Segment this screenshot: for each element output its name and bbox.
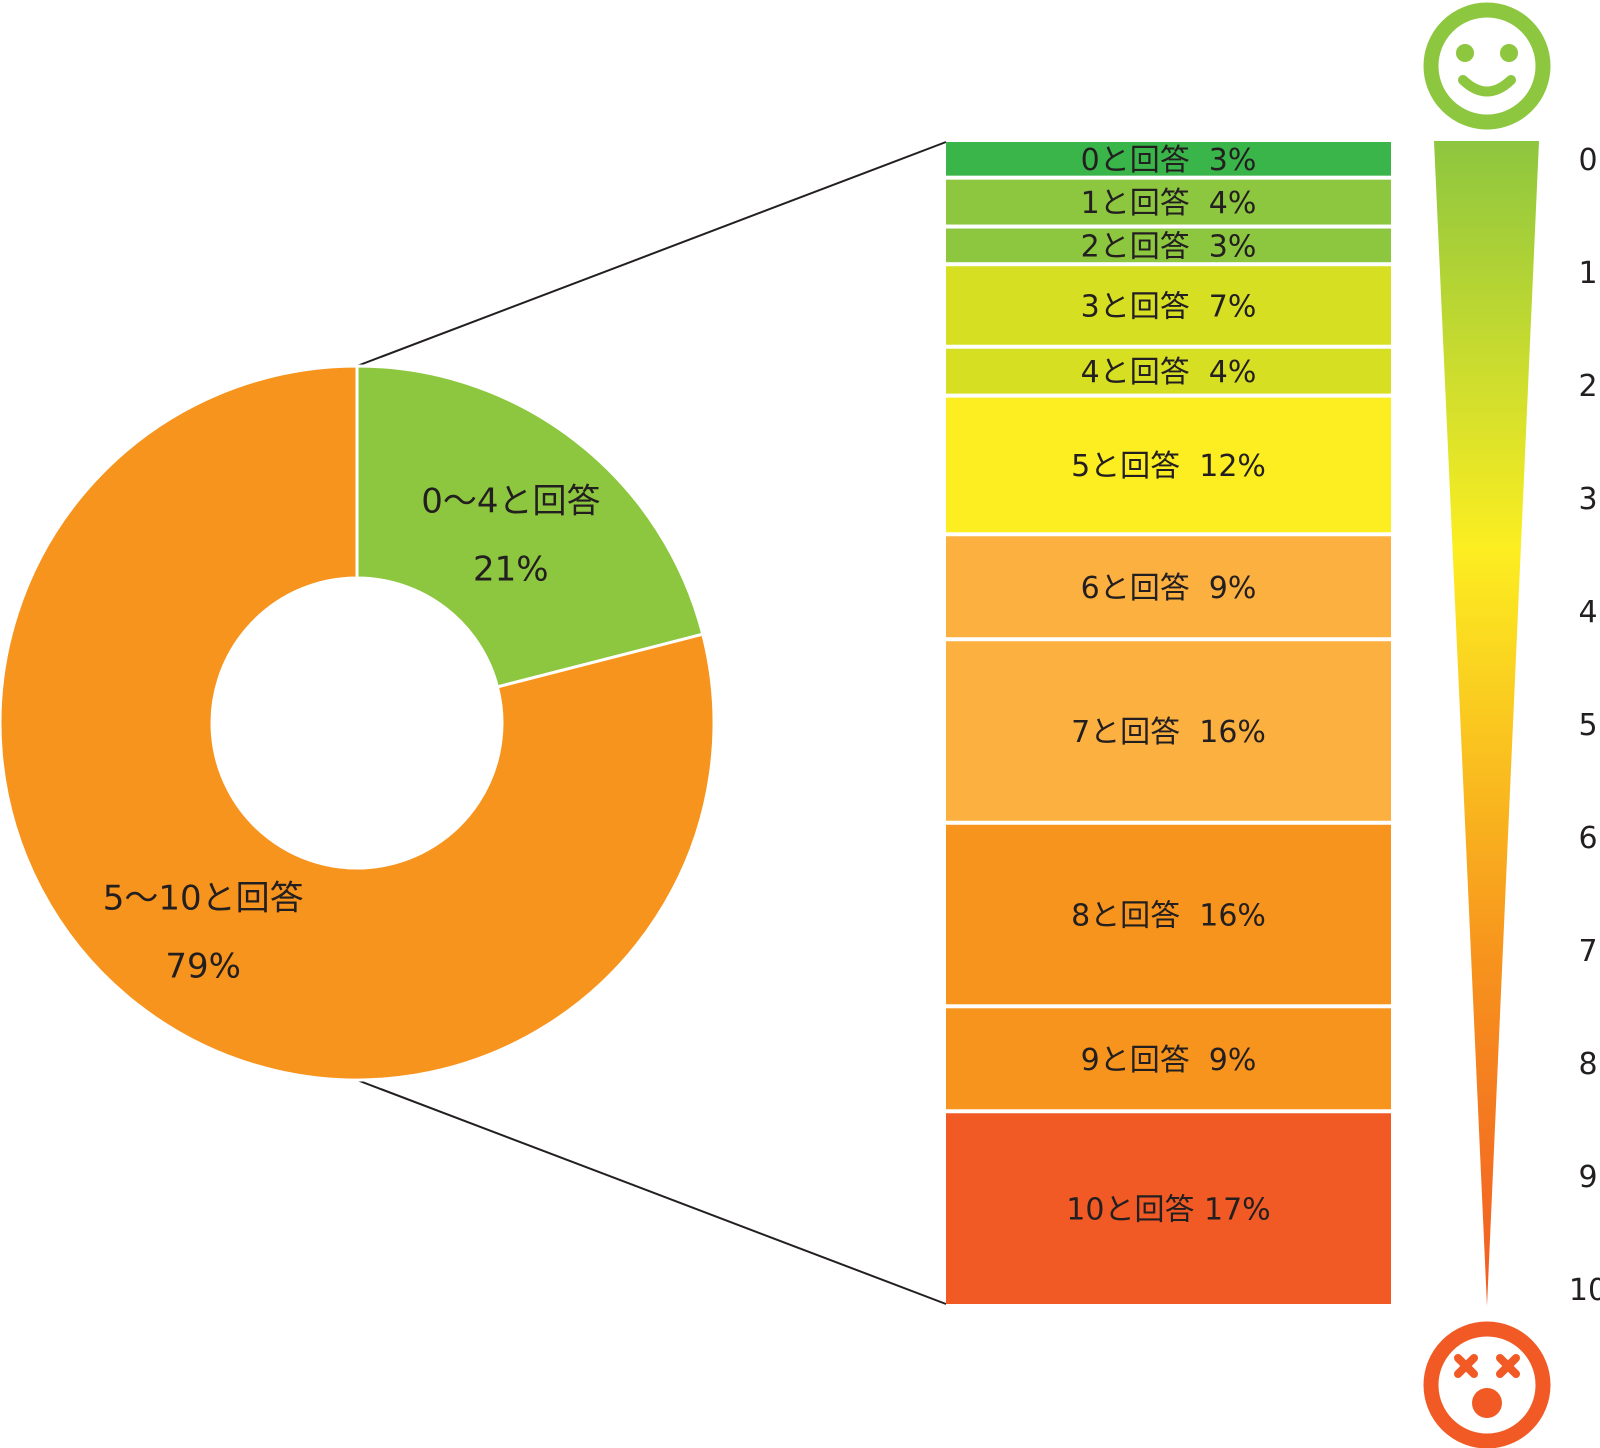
connector-line-top [356, 141, 947, 367]
segment-10 [946, 1113, 1391, 1304]
segment-label: 0と回答 3% [1081, 143, 1257, 178]
smiley-face-icon [1423, 2, 1551, 130]
segment-9 [946, 1008, 1391, 1110]
segment-label: 8と回答 16% [1071, 899, 1266, 934]
scale-tick-label: 3 [1578, 482, 1597, 517]
segment-2 [946, 228, 1391, 263]
segment-0 [946, 142, 1391, 176]
segment-label: 4と回答 4% [1081, 355, 1257, 390]
segment-3 [946, 266, 1391, 345]
scale-tick-label: 4 [1578, 595, 1597, 630]
segment-label: 6と回答 9% [1081, 571, 1257, 606]
donut-slice-label: 0〜4と回答 [421, 482, 600, 522]
segment-label: 1と回答 4% [1081, 186, 1257, 221]
segment-7 [946, 641, 1391, 821]
donut-slice-0 [355, 364, 705, 689]
segment-label: 3と回答 7% [1081, 289, 1257, 324]
segment-8 [946, 824, 1391, 1005]
scale-tick-label: 6 [1578, 821, 1597, 856]
donut-chart: 0〜4と回答 21% 5〜10と回答 79% [0, 364, 716, 1082]
segment-label: 10と回答 17% [1066, 1193, 1270, 1228]
donut-slice-value: 79% [165, 946, 241, 986]
donut-slice-label: 5〜10と回答 [103, 878, 304, 918]
segment-4 [946, 348, 1391, 394]
scale-tick-label: 2 [1578, 369, 1597, 404]
donut-slice-value: 21% [473, 550, 549, 590]
connector-line-bottom [356, 1079, 947, 1305]
scale-tick-label: 1 [1578, 256, 1597, 291]
segment-5 [946, 397, 1391, 533]
segment-label: 2と回答 3% [1081, 229, 1257, 264]
dizzy-face-icon [1423, 1321, 1551, 1448]
scale-ticks: 0 1 2 3 4 5 6 7 8 9 10 [1569, 143, 1600, 1308]
scale-tick-label: 10 [1569, 1273, 1600, 1308]
segment-label: 9と回答 9% [1081, 1043, 1257, 1078]
scale-tick-label: 7 [1578, 934, 1597, 969]
segment-1 [946, 179, 1391, 225]
stacked-bar: 0と回答 3% 1と回答 4% 2と回答 3% 3と回答 7% 4と回答 4% 5と回答 … [946, 142, 1391, 1304]
scale-tick-label: 0 [1578, 143, 1597, 178]
segment-label: 5と回答 12% [1071, 449, 1266, 484]
segment-label: 7と回答 16% [1071, 715, 1266, 750]
scale-wedge [1434, 141, 1539, 1306]
donut-slice-1 [0, 364, 716, 1082]
scale-tick-label: 9 [1578, 1160, 1597, 1195]
scale-tick-label: 5 [1578, 708, 1597, 743]
segment-6 [946, 536, 1391, 638]
scale-tick-label: 8 [1578, 1047, 1597, 1082]
